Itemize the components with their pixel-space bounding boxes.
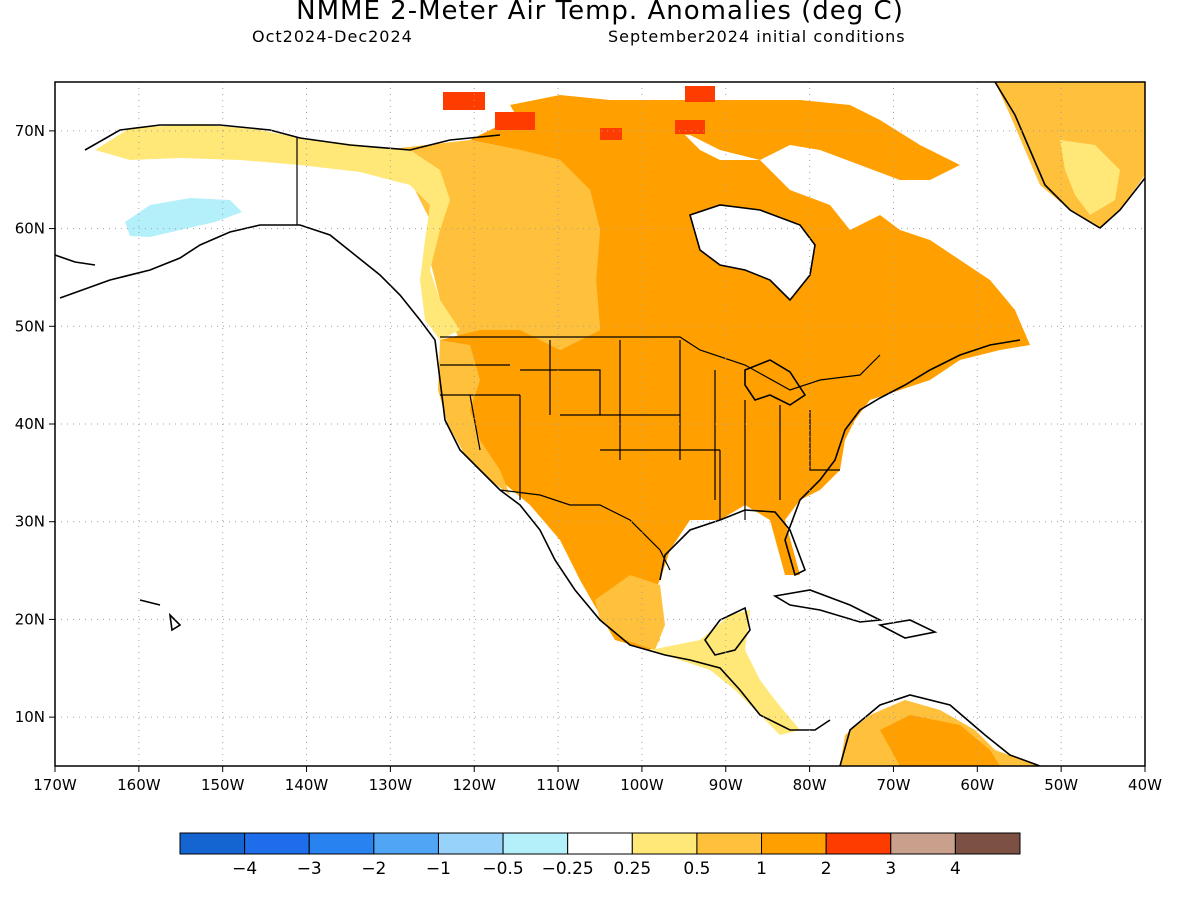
- latitude-labels: 10N 20N 30N 40N 50N 60N 70N: [15, 122, 45, 726]
- colorbar-label: 2: [821, 859, 832, 879]
- colorbar-labels: −4 −3 −2 −1 −0.5 −0.25 0.25 0.5 1 2 3 4: [232, 859, 961, 879]
- colorbar-label: 0.25: [613, 859, 651, 879]
- colorbar-label: 3: [885, 859, 896, 879]
- yucatan: [704, 606, 751, 656]
- lat-label: 40N: [15, 415, 45, 433]
- greenland-coast: [994, 82, 1145, 229]
- colorbar-swatch: [179, 832, 246, 855]
- cuba: [772, 589, 883, 623]
- colorbar-swatch: [825, 832, 892, 855]
- colorbar-swatch: [631, 832, 698, 855]
- lon-label: 120W: [452, 776, 496, 794]
- longitude-labels: 170W 160W 150W 140W 130W 120W 110W 100W 90W 80W 70…: [33, 776, 1162, 794]
- colorbar-swatch: [954, 832, 1021, 855]
- lat-label: 20N: [15, 610, 45, 628]
- lon-label: 80W: [793, 776, 827, 794]
- lat-label: 70N: [15, 122, 45, 140]
- us-canada-border: [440, 336, 881, 391]
- lat-label: 60N: [15, 220, 45, 238]
- lon-label: 140W: [285, 776, 329, 794]
- colorbar: [179, 832, 1021, 855]
- lat-label: 30N: [15, 513, 45, 531]
- hispaniola: [877, 619, 938, 639]
- colorbar-swatch: [244, 832, 310, 855]
- colorbar-label: −3: [297, 859, 322, 879]
- colorbar-label: 4: [950, 859, 961, 879]
- lon-label: 150W: [201, 776, 245, 794]
- colorbar-label: −4: [232, 859, 257, 879]
- lat-label: 50N: [15, 317, 45, 335]
- region-us-west-coast: [438, 340, 510, 495]
- colorbar-label: −0.25: [542, 859, 594, 879]
- region-alaska-north: [95, 124, 460, 340]
- lat-label: 10N: [15, 708, 45, 726]
- colorbar-swatch: [502, 832, 569, 855]
- alaska-north-coast: [84, 124, 501, 151]
- north-america-coast: [59, 224, 831, 731]
- grid-lines: [55, 82, 1145, 766]
- initial-conditions: September2024 initial conditions: [608, 27, 906, 46]
- political-boundaries: [296, 137, 881, 571]
- colorbar-swatch: [761, 832, 827, 855]
- coastline-layer: [55, 82, 1145, 766]
- map-title: NMME 2-Meter Air Temp. Anomalies (deg C): [296, 0, 904, 26]
- lon-label: 90W: [709, 776, 743, 794]
- region-venezuela: [880, 715, 1000, 766]
- region-greenland-center: [1060, 140, 1120, 215]
- region-sw-alaska: [125, 198, 242, 237]
- lon-label: 160W: [117, 776, 161, 794]
- colorbar-swatch: [308, 832, 375, 855]
- lon-label: 110W: [536, 776, 580, 794]
- hawaii: [139, 599, 182, 632]
- arctic-hotspot-5: [600, 128, 622, 140]
- lon-label: 40W: [1128, 776, 1162, 794]
- axis-ticks: [49, 130, 1146, 772]
- lon-label: 170W: [33, 776, 77, 794]
- arctic-hotspot-2: [495, 112, 535, 130]
- colorbar-label: 0.5: [683, 859, 710, 879]
- colorbar-swatch: [890, 832, 956, 855]
- colorbar-label: −1: [426, 859, 451, 879]
- lon-label: 100W: [620, 776, 664, 794]
- region-central-mexico: [595, 575, 665, 650]
- colorbar-swatch: [696, 832, 763, 855]
- arctic-hotspot-1: [443, 92, 485, 110]
- colorbar-label: −0.5: [482, 859, 523, 879]
- south-america-coast: [839, 694, 1041, 766]
- lon-label: 50W: [1044, 776, 1078, 794]
- lon-label: 70W: [877, 776, 911, 794]
- lon-label: 60W: [960, 776, 994, 794]
- colorbar-swatch: [437, 832, 504, 855]
- forecast-period: Oct2024-Dec2024: [252, 27, 413, 46]
- colorbar-label: −2: [361, 859, 386, 879]
- hudson-bay-coast: [689, 204, 816, 302]
- region-arctic-islands: [510, 95, 960, 180]
- us-state-lines: [440, 340, 840, 520]
- colorbar-swatch: [567, 832, 633, 855]
- region-canada-us-mexico: [440, 110, 1030, 650]
- region-western-canada: [298, 140, 600, 360]
- anomaly-fill-layer: [95, 82, 1145, 766]
- great-lakes: [744, 359, 807, 406]
- us-mexico-border: [499, 489, 671, 571]
- colorbar-swatch: [373, 832, 439, 855]
- gulf-coast: [659, 339, 1021, 581]
- arctic-hotspot-3: [685, 86, 715, 102]
- aleutians: [55, 254, 96, 266]
- arctic-hotspot-4: [675, 120, 705, 134]
- colorbar-label: 1: [756, 859, 767, 879]
- lon-label: 130W: [369, 776, 413, 794]
